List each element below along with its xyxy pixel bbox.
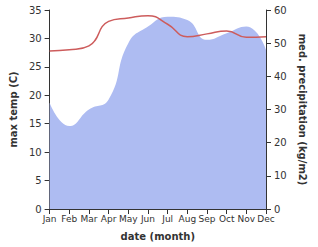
svg-text:Aug: Aug — [179, 214, 197, 224]
svg-text:25: 25 — [29, 61, 42, 72]
svg-text:Feb: Feb — [61, 214, 77, 224]
svg-text:Sep: Sep — [199, 214, 216, 224]
svg-text:0: 0 — [35, 204, 41, 215]
svg-text:15: 15 — [29, 118, 42, 129]
svg-text:Nov: Nov — [238, 214, 256, 224]
svg-text:Oct: Oct — [219, 214, 235, 224]
svg-text:med. precipitation (kg/m2): med. precipitation (kg/m2) — [297, 34, 308, 186]
svg-text:Apr: Apr — [101, 214, 117, 224]
svg-text:0: 0 — [274, 204, 280, 215]
svg-text:Dec: Dec — [257, 214, 274, 224]
svg-text:35: 35 — [29, 5, 42, 16]
svg-text:50: 50 — [274, 38, 287, 49]
svg-text:20: 20 — [29, 90, 42, 101]
svg-text:20: 20 — [274, 137, 287, 148]
svg-text:date (month): date (month) — [121, 231, 195, 242]
svg-text:Jul: Jul — [161, 214, 173, 224]
svg-text:30: 30 — [29, 33, 42, 44]
svg-text:40: 40 — [274, 71, 287, 82]
svg-text:60: 60 — [274, 5, 287, 16]
svg-text:5: 5 — [35, 175, 41, 186]
svg-text:May: May — [119, 214, 138, 224]
svg-text:Mar: Mar — [80, 214, 97, 224]
svg-text:Jun: Jun — [140, 214, 155, 224]
svg-text:10: 10 — [29, 147, 42, 158]
svg-text:30: 30 — [274, 104, 287, 115]
svg-text:10: 10 — [274, 170, 287, 181]
svg-text:Jan: Jan — [42, 214, 57, 224]
svg-text:max temp (C): max temp (C) — [8, 71, 19, 147]
